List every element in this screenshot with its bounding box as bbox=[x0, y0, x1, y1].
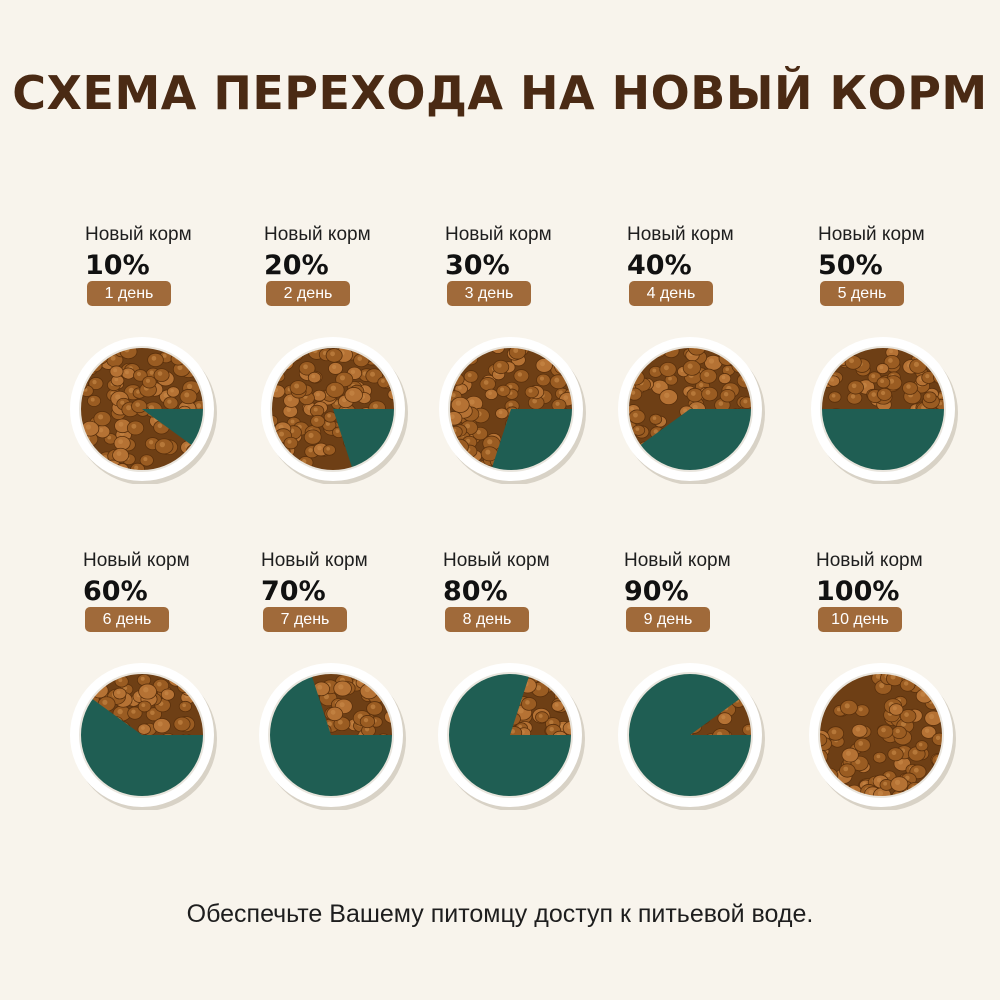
stage-day-badge: 3 день bbox=[447, 281, 531, 306]
stage-percent: 80% bbox=[443, 576, 508, 607]
stage-9: Новый корм 90% 9 день bbox=[618, 550, 814, 830]
stage-percent: 100% bbox=[816, 576, 900, 607]
new-food-wedge bbox=[628, 673, 752, 797]
stage-percent: 70% bbox=[261, 576, 326, 607]
stage-8: Новый корм 80% 8 день bbox=[438, 550, 633, 830]
kibble-piece bbox=[80, 673, 89, 685]
new-food-wedge bbox=[80, 697, 204, 797]
food-area bbox=[628, 347, 752, 471]
kibble-piece bbox=[80, 464, 93, 471]
stage-percent: 20% bbox=[264, 250, 329, 281]
kibble-piece bbox=[930, 347, 945, 356]
stage-4: Новый корм 40% 4 день bbox=[618, 224, 817, 504]
stage-day-badge: 2 день bbox=[266, 281, 350, 306]
kibble-piece bbox=[449, 464, 462, 471]
stage-label: Новый корм bbox=[627, 224, 734, 245]
stage-percent: 50% bbox=[818, 250, 883, 281]
bowl-illustration bbox=[439, 337, 586, 484]
stage-label: Новый корм bbox=[85, 224, 192, 245]
stage-day-badge: 4 день bbox=[629, 281, 713, 306]
kibble-piece bbox=[935, 790, 943, 797]
bowl-illustration bbox=[70, 663, 217, 810]
stage-day-badge: 5 день bbox=[820, 281, 904, 306]
new-food-wedge bbox=[821, 409, 945, 471]
stage-label: Новый корм bbox=[83, 550, 190, 571]
stage-day-badge: 10 день bbox=[818, 607, 902, 632]
bowl-illustration bbox=[811, 337, 958, 484]
bowl-illustration bbox=[618, 663, 765, 810]
new-food-wedge bbox=[333, 409, 395, 470]
new-food-wedge bbox=[638, 409, 752, 471]
stage-day-badge: 6 день bbox=[85, 607, 169, 632]
stage-day-badge: 9 день bbox=[626, 607, 710, 632]
water-reminder: Обеспечьте Вашему питомцу доступ к питье… bbox=[186, 900, 814, 928]
bowl-illustration bbox=[70, 337, 217, 484]
stage-label: Новый корм bbox=[261, 550, 368, 571]
stage-label: Новый корм bbox=[443, 550, 550, 571]
stage-5: Новый корм 50% 5 день bbox=[811, 224, 1000, 504]
bowl-illustration bbox=[438, 663, 585, 810]
stage-label: Новый корм bbox=[445, 224, 552, 245]
bowl-illustration bbox=[259, 663, 406, 810]
kibble-piece bbox=[560, 347, 573, 360]
stage-7: Новый корм 70% 7 день bbox=[259, 550, 451, 830]
stage-1: Новый корм 10% 1 день bbox=[70, 224, 275, 504]
food-area bbox=[269, 673, 393, 797]
stage-10: Новый корм 100% 10 день bbox=[809, 550, 1000, 830]
bowl-illustration bbox=[618, 337, 765, 484]
food-area bbox=[271, 347, 395, 471]
stage-label: Новый корм bbox=[816, 550, 923, 571]
kibble-piece bbox=[563, 347, 573, 358]
kibble-piece bbox=[931, 673, 943, 686]
stage-6: Новый корм 60% 6 день bbox=[70, 550, 273, 830]
new-food-wedge bbox=[142, 409, 204, 447]
stage-3: Новый корм 30% 3 день bbox=[439, 224, 635, 504]
stage-percent: 60% bbox=[83, 576, 148, 607]
stage-percent: 30% bbox=[445, 250, 510, 281]
stage-day-badge: 1 день bbox=[87, 281, 171, 306]
kibble-piece bbox=[382, 673, 393, 686]
stage-label: Новый корм bbox=[818, 224, 925, 245]
page-title: СХЕМА ПЕРЕХОДА НА НОВЫЙ КОРМ bbox=[12, 66, 988, 120]
stage-percent: 10% bbox=[85, 250, 150, 281]
bowl-illustration bbox=[809, 663, 956, 810]
stage-label: Новый корм bbox=[624, 550, 731, 571]
new-food-wedge bbox=[448, 673, 572, 797]
kibble-piece bbox=[80, 673, 96, 681]
food-area bbox=[80, 673, 204, 797]
stage-day-badge: 8 день bbox=[445, 607, 529, 632]
food-area bbox=[449, 347, 573, 471]
stage-label: Новый корм bbox=[264, 224, 371, 245]
bowl-illustration bbox=[261, 337, 408, 484]
new-food-wedge bbox=[491, 409, 573, 471]
stage-percent: 90% bbox=[624, 576, 689, 607]
kibble-piece bbox=[379, 673, 393, 683]
kibble-piece bbox=[448, 785, 462, 797]
stage-percent: 40% bbox=[627, 250, 692, 281]
stage-2: Новый корм 20% 2 день bbox=[261, 224, 454, 504]
new-food-wedge bbox=[269, 674, 393, 797]
kibble-piece bbox=[192, 347, 204, 356]
kibble-piece bbox=[628, 347, 641, 355]
stage-day-badge: 7 день bbox=[263, 607, 347, 632]
